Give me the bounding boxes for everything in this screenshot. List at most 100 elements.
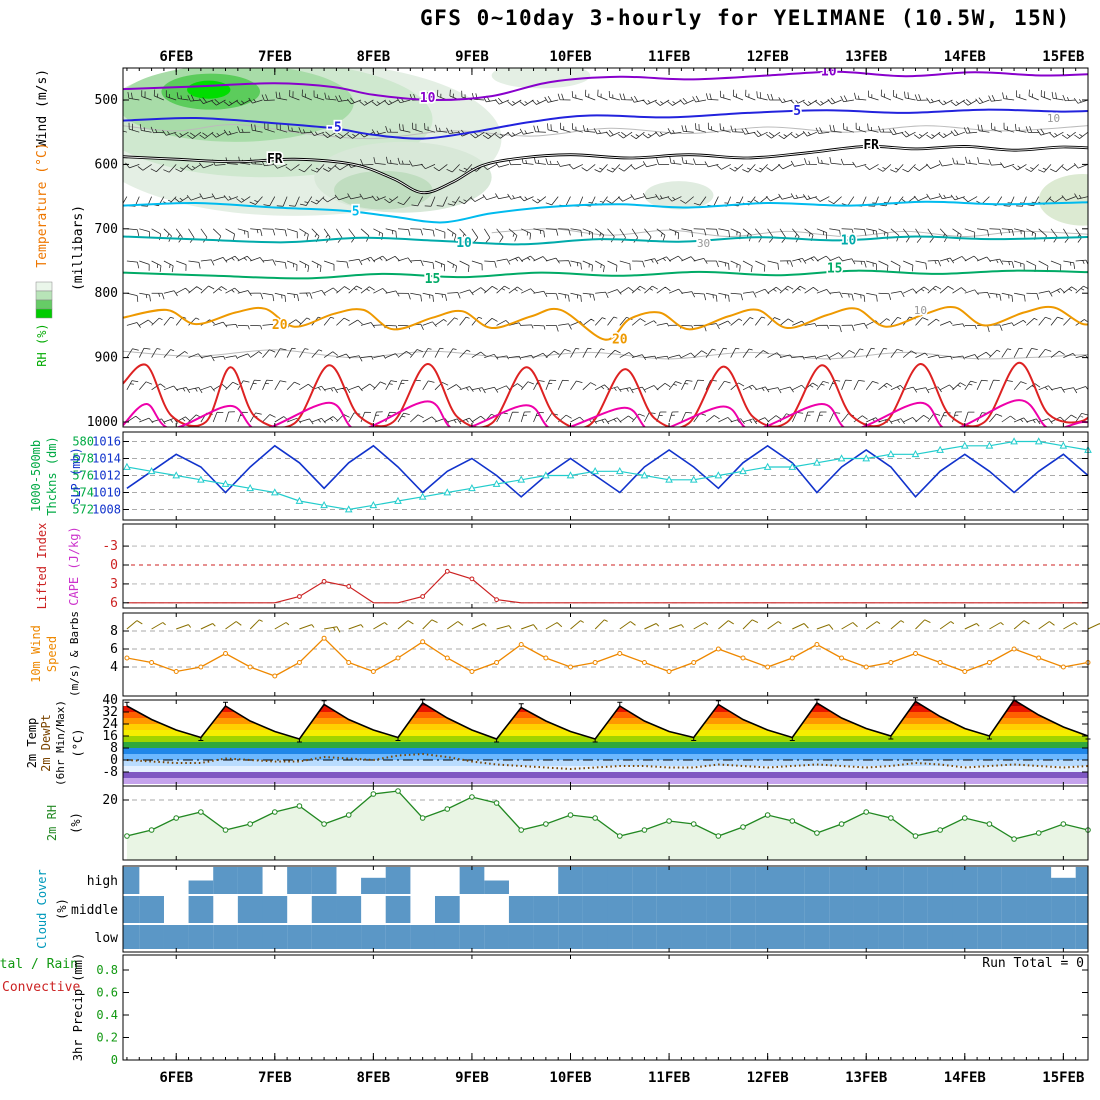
rh-marker bbox=[740, 824, 746, 830]
precip-tick-label: 0 bbox=[111, 1053, 118, 1067]
temp-contour-label: 20 bbox=[272, 318, 288, 333]
wind-tick-label: 6 bbox=[110, 642, 118, 657]
cloud-block-high bbox=[952, 867, 978, 894]
wind-speed-marker bbox=[986, 660, 992, 665]
temp-contour-label: 10 bbox=[841, 233, 857, 248]
cloud-block-high bbox=[730, 867, 756, 894]
wind-barb-field bbox=[123, 89, 1088, 425]
side-label: Wind (m/s) bbox=[35, 69, 50, 147]
thickness-marker bbox=[1034, 437, 1043, 445]
cloud-block-middle bbox=[952, 896, 978, 923]
x-tick-label-top: 11FEB bbox=[648, 49, 690, 65]
wind-speed-marker bbox=[789, 655, 795, 661]
cloud-block-middle bbox=[123, 896, 140, 923]
cloud-block-middle bbox=[1051, 896, 1076, 923]
cloud-block-high bbox=[632, 867, 657, 894]
cloud-block-high bbox=[927, 867, 953, 894]
cloud-row-label: high bbox=[87, 874, 118, 889]
cloud-block-high bbox=[779, 867, 805, 894]
slp-tick-label: 1008 bbox=[92, 503, 121, 517]
wind-speed-marker bbox=[124, 655, 130, 661]
panel-10m-wind bbox=[123, 619, 1100, 679]
x-tick-label-bottom: 10FEB bbox=[549, 1070, 591, 1086]
precip-tick-label: 0.4 bbox=[96, 1008, 118, 1022]
cloud-block-high bbox=[311, 867, 337, 894]
cloud-block-high bbox=[582, 867, 608, 894]
x-tick-label-bottom: 7FEB bbox=[258, 1070, 292, 1086]
temp-contour-label: 10 bbox=[456, 236, 472, 251]
cloud-block-low bbox=[804, 925, 830, 949]
wind-speed-marker bbox=[296, 660, 302, 665]
cloud-block-middle bbox=[582, 896, 608, 923]
rh-marker bbox=[715, 833, 722, 839]
rh-contour-label: 30 bbox=[697, 237, 710, 250]
temp-contour-15 bbox=[123, 269, 1088, 280]
side-label: Convective bbox=[2, 980, 80, 995]
rh-colorbar-step bbox=[35, 290, 53, 301]
x-tick-label-bottom: 6FEB bbox=[159, 1070, 193, 1086]
lifted-index-marker bbox=[321, 578, 327, 584]
pressure-tick-label: 700 bbox=[95, 222, 118, 237]
rh-fill bbox=[126, 791, 1088, 860]
lifted-index-marker bbox=[444, 568, 450, 574]
temp-contour-label: 10 bbox=[821, 65, 837, 80]
rh-marker bbox=[173, 815, 180, 821]
rh-marker bbox=[764, 812, 771, 818]
rh-marker bbox=[198, 809, 204, 815]
cloud-block-middle bbox=[1001, 896, 1027, 923]
cloud-block-low bbox=[952, 925, 978, 949]
cloud-block-middle bbox=[755, 896, 781, 923]
rh-marker bbox=[567, 812, 574, 818]
cloud-block-high bbox=[656, 867, 682, 894]
rh-contour bbox=[123, 349, 1088, 360]
lifted-index-marker bbox=[469, 576, 475, 582]
x-tick-label-top: 13FEB bbox=[845, 49, 887, 65]
thickness-marker bbox=[344, 505, 353, 513]
rh-marker bbox=[863, 809, 870, 815]
wind-speed-marker bbox=[469, 669, 475, 674]
rh-marker bbox=[937, 827, 943, 833]
thickness-marker bbox=[320, 500, 328, 509]
temp-tick-label: 16 bbox=[102, 729, 118, 744]
temp-line bbox=[126, 698, 1089, 740]
slp-tick-label: 1016 bbox=[92, 435, 121, 449]
temp-tick-label: 8 bbox=[110, 741, 118, 756]
thickness-marker bbox=[1059, 441, 1068, 449]
precip-tick-label: 0.8 bbox=[96, 963, 118, 977]
temp-contour--10 bbox=[123, 70, 1088, 102]
surface-wind-barbs bbox=[126, 619, 1100, 633]
cloud-block-middle bbox=[804, 896, 830, 923]
cloud-block-middle bbox=[311, 896, 337, 923]
x-tick-label-top: 7FEB bbox=[258, 49, 292, 65]
wind-speed-marker bbox=[173, 669, 179, 674]
temp-contour-label: FR bbox=[863, 138, 879, 153]
wind-speed-marker bbox=[666, 669, 672, 674]
wind-speed-marker bbox=[223, 651, 229, 656]
thickness-marker bbox=[295, 496, 304, 504]
side-label: (m/s) & Barbs bbox=[68, 611, 81, 697]
cloud-block-high bbox=[188, 880, 214, 894]
cloud-block-middle bbox=[385, 896, 411, 923]
temp-contour-label: 20 bbox=[612, 333, 628, 348]
side-label: (%) bbox=[69, 812, 83, 834]
wind-speed-marker bbox=[420, 639, 426, 645]
cloud-block-middle bbox=[829, 896, 854, 923]
cloud-block-middle bbox=[1026, 896, 1052, 923]
rh-marker bbox=[370, 791, 377, 797]
cloud-block-high bbox=[755, 867, 781, 894]
cloud-block-high bbox=[903, 867, 928, 894]
thickness-marker bbox=[566, 471, 575, 479]
cloud-block-middle bbox=[927, 896, 953, 923]
thickness-marker bbox=[936, 445, 944, 453]
wind-speed-marker bbox=[518, 642, 524, 647]
cloud-block-middle bbox=[237, 896, 263, 923]
cloud-block-high bbox=[829, 867, 854, 894]
thickness-marker bbox=[123, 462, 131, 470]
cloud-block-low bbox=[508, 925, 534, 949]
rh-tick-label: 20 bbox=[102, 793, 118, 808]
cloud-block-low bbox=[853, 925, 879, 949]
thickness-marker bbox=[887, 449, 895, 458]
thickness-tick-label: 580 bbox=[72, 435, 94, 449]
temp-contour--5 bbox=[123, 108, 1088, 140]
